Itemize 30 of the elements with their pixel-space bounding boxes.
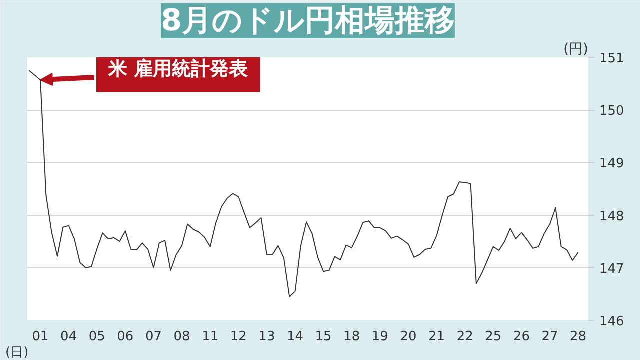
x-tick-label: 21 [428, 330, 446, 344]
x-tick-label: 05 [88, 330, 106, 344]
x-tick-label: 04 [60, 330, 78, 344]
y-tick-label: 146 [600, 314, 624, 330]
x-tick-label: 08 [174, 330, 190, 344]
x-tick-label: 19 [372, 330, 388, 344]
y-axis-title: (円) [564, 42, 589, 58]
x-tick-label: 14 [286, 330, 304, 344]
x-tick-label: 28 [570, 330, 587, 344]
x-tick-label: 15 [315, 330, 332, 344]
y-tick-label: 147 [600, 262, 624, 277]
x-tick-label: 20 [400, 330, 417, 344]
y-tick-label: 148 [600, 209, 624, 224]
x-tick-label: 27 [542, 330, 558, 344]
x-tick-label: 26 [513, 330, 530, 344]
y-tick-label: 150 [600, 104, 624, 120]
annotation: 米 雇用統計発表 [108, 58, 250, 80]
x-tick-label: 11 [202, 330, 219, 344]
x-tick-label: 13 [258, 330, 276, 344]
x-tick-label: 06 [117, 330, 134, 344]
y-tick-label: 151 [600, 52, 624, 66]
x-tick-label: 01 [32, 330, 49, 344]
x-tick-label: 12 [230, 330, 247, 344]
x-axis-title: (日) [6, 346, 29, 360]
x-tick-label: 18 [344, 330, 360, 344]
chart-title: 8月のドル円相場推移 [161, 4, 455, 38]
x-tick-label: 22 [456, 330, 474, 344]
x-tick-label: 07 [145, 330, 162, 344]
y-tick-label: 149 [600, 156, 624, 172]
x-tick-label: 25 [485, 330, 502, 344]
